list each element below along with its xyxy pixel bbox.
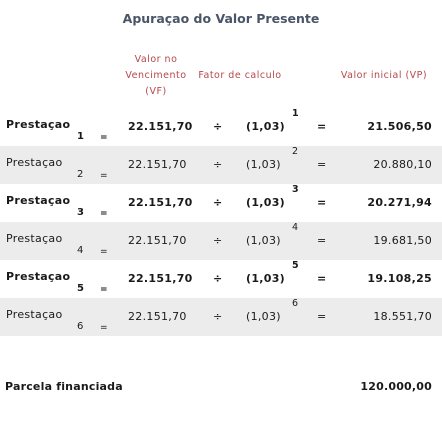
total-value: 120.000,00 <box>360 380 432 393</box>
row-equals-sign: = <box>100 133 108 143</box>
row-division-sign: ÷ <box>213 272 223 285</box>
header-vf-line1: Valor no <box>134 54 178 65</box>
row-index: 3 <box>77 207 85 218</box>
row-exponent: 1 <box>292 108 299 119</box>
row-index: 5 <box>77 283 85 294</box>
row-factor: (1,03) <box>246 310 281 323</box>
row-exponent: 4 <box>292 222 299 233</box>
row-factor: (1,03) <box>246 196 285 209</box>
row-division-sign: ÷ <box>213 120 223 133</box>
row-equals-sign: = <box>100 209 108 219</box>
row-exponent: 5 <box>292 260 299 271</box>
row-equals-sign: = <box>100 323 108 333</box>
row-label: Prestaçao <box>6 194 71 207</box>
row-division-sign: ÷ <box>213 234 223 247</box>
row-present-value: 19.108,25 <box>367 272 432 285</box>
row-equals-sign: = <box>317 310 327 323</box>
row-equals-sign: = <box>317 120 327 133</box>
header-valor-inicial: Valor inicial (VP) <box>340 70 428 81</box>
header-valor-vencimento: Valor no Vencimento (VF) <box>104 52 208 100</box>
row-exponent: 6 <box>292 298 299 309</box>
row-exponent: 2 <box>292 146 299 157</box>
row-equals-sign: = <box>317 158 327 171</box>
header-fator-calculo: Fator de calculo <box>198 70 282 81</box>
row-index: 1 <box>77 131 85 142</box>
row-division-sign: ÷ <box>213 158 223 171</box>
table-row: Prestaçao 5 = 22.151,70 ÷ (1,03) 5 = 19.… <box>0 260 442 298</box>
row-division-sign: ÷ <box>213 310 223 323</box>
row-index: 4 <box>77 245 84 256</box>
row-present-value: 18.551,70 <box>373 310 432 323</box>
row-equals-sign: = <box>100 247 108 257</box>
table-row: Prestaçao 3 = 22.151,70 ÷ (1,03) 3 = 20.… <box>0 184 442 222</box>
row-factor: (1,03) <box>246 234 281 247</box>
header-vf-line3: (VF) <box>145 86 167 97</box>
row-index: 6 <box>77 321 84 332</box>
row-equals-sign: = <box>317 272 327 285</box>
row-present-value: 20.880,10 <box>373 158 432 171</box>
row-division-sign: ÷ <box>213 196 223 209</box>
row-label: Prestaçao <box>6 308 63 321</box>
row-future-value: 22.151,70 <box>128 272 193 285</box>
row-equals-sign: = <box>317 196 327 209</box>
table-row: Prestaçao 2 = 22.151,70 ÷ (1,03) 2 = 20.… <box>0 146 442 184</box>
row-future-value: 22.151,70 <box>128 120 193 133</box>
row-present-value: 21.506,50 <box>367 120 432 133</box>
row-equals-sign: = <box>317 234 327 247</box>
row-present-value: 19.681,50 <box>373 234 432 247</box>
row-exponent: 3 <box>292 184 299 195</box>
table-row: Prestaçao 6 = 22.151,70 ÷ (1,03) 6 = 18.… <box>0 298 442 336</box>
row-present-value: 20.271,94 <box>367 196 432 209</box>
table-row: Prestaçao 4 = 22.151,70 ÷ (1,03) 4 = 19.… <box>0 222 442 260</box>
row-factor: (1,03) <box>246 158 281 171</box>
header-vf-line2: Vencimento <box>125 70 187 81</box>
total-row: Parcela financiada 120.000,00 <box>0 376 442 398</box>
row-factor: (1,03) <box>246 272 285 285</box>
row-future-value: 22.151,70 <box>128 234 187 247</box>
row-label: Prestaçao <box>6 270 71 283</box>
row-label: Prestaçao <box>6 118 71 131</box>
row-equals-sign: = <box>100 285 108 295</box>
row-future-value: 22.151,70 <box>128 158 187 171</box>
row-index: 2 <box>77 169 84 180</box>
row-equals-sign: = <box>100 171 108 181</box>
row-factor: (1,03) <box>246 120 285 133</box>
table-row: Prestaçao 1 = 22.151,70 ÷ (1,03) 1 = 21.… <box>0 108 442 146</box>
row-label: Prestaçao <box>6 156 63 169</box>
row-future-value: 22.151,70 <box>128 310 187 323</box>
page-title: Apuraçao do Valor Presente <box>122 11 320 26</box>
row-label: Prestaçao <box>6 232 63 245</box>
row-future-value: 22.151,70 <box>128 196 193 209</box>
total-label: Parcela financiada <box>5 380 123 393</box>
